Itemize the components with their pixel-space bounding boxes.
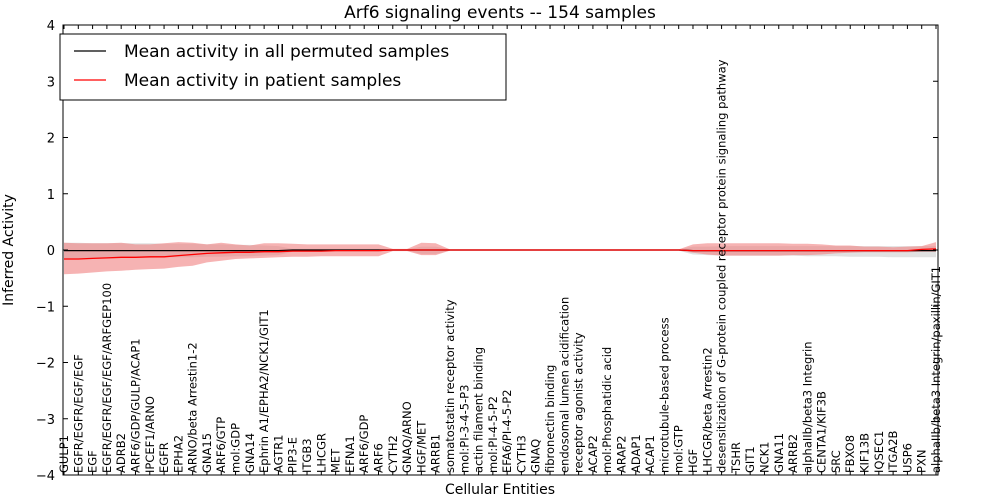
x-tick-label: CYTH2 [386, 435, 400, 473]
line-series-1 [64, 248, 937, 260]
x-tick-label: ARF6/GDP/GULP/ACAP1 [129, 338, 143, 473]
x-tick-label: MET [329, 448, 343, 473]
legend-box [59, 33, 507, 101]
x-tick-label: TSHR [729, 442, 743, 474]
x-tick-label: LHCGR [314, 433, 328, 473]
x-tick-label: ACAP1 [643, 435, 657, 473]
x-tick-label: NCK1 [758, 442, 772, 474]
x-tick-label: AGTR1 [271, 435, 285, 474]
y-tick-label: −1 [36, 300, 55, 315]
x-tick-label: EFNA1 [343, 435, 357, 473]
legend-label-permuted: Mean activity in all permuted samples [124, 42, 449, 62]
x-tick-label: ACAP2 [586, 435, 600, 473]
x-tick-label: mol:PI-3-4-5-P3 [457, 385, 471, 473]
y-tick-label: 4 [47, 19, 55, 34]
x-tick-label: desensitization of G-protein coupled rec… [715, 59, 729, 473]
x-axis: GULP1 EGFR/EGFR/EGF/EGF EGF EGFR/EGFR/EGF/E… [57, 25, 943, 475]
x-tick-label: PIP3-E [286, 437, 300, 473]
x-tick-label: GNA14 [243, 433, 257, 473]
x-tick-label: actin filament binding [472, 347, 486, 473]
x-tick-label: CYTH3 [514, 435, 528, 473]
x-tick-label: ADRB2 [114, 433, 128, 473]
x-tick-label: GNA11 [772, 433, 786, 473]
x-tick-label: IQSEC1 [872, 431, 886, 473]
x-tick-label: mol:PI-4-5-P2 [486, 396, 500, 473]
y-tick-label: 3 [47, 75, 55, 90]
x-tick-label: IPCEF1/ARNO [143, 396, 157, 473]
y-tick-label: 0 [47, 244, 55, 259]
x-tick-label: alphaIIb/beta3 Integrin [800, 341, 814, 473]
x-tick-label: HGF/MET [414, 420, 428, 473]
x-tick-label: mol:Phosphatidic acid [600, 347, 614, 473]
x-tick-label: mol:GDP [229, 423, 243, 473]
y-axis: −4 −3 −2 −1 0 1 2 3 4 [36, 19, 938, 484]
x-tick-label: microtubule-based process [657, 317, 671, 473]
x-tick-label: SRC [829, 450, 843, 473]
x-tick-label: Ephrin A1/EPHA2/NCK1/GIT1 [257, 309, 271, 473]
x-tick-label: ADAP1 [629, 434, 643, 473]
x-tick-label: KIF13B [858, 433, 872, 473]
x-tick-label: alphaIIb/beta3 Integrin/paxillin/GIT1 [929, 266, 943, 473]
x-tick-label: ARF6/GDP [357, 415, 371, 473]
x-tick-label: somatostatin receptor activity [443, 299, 457, 473]
x-tick-label: endosomal lumen acidification [557, 297, 571, 473]
x-tick-label: ARAP2 [615, 435, 629, 473]
x-tick-label: GNAQ/ARNO [400, 401, 414, 473]
y-tick-label: −4 [36, 469, 55, 484]
x-tick-label: GNA15 [200, 433, 214, 473]
chart-title: Arf6 signaling events -- 154 samples [344, 3, 656, 23]
x-tick-label: EGFR/EGFR/EGF/EGF [71, 354, 85, 473]
x-tick-label: GIT1 [743, 446, 757, 473]
x-tick-label: LHCGR/beta Arrestin2 [700, 347, 714, 473]
x-tick-label: EGF [86, 450, 100, 473]
legend: Mean activity in all permuted samples Me… [59, 33, 507, 101]
y-tick-label: 1 [47, 188, 55, 203]
x-axis-title: Cellular Entities [445, 482, 555, 498]
x-tick-label: ITGA2B [886, 430, 900, 473]
series-lines [64, 248, 937, 260]
x-tick-label: USP6 [900, 443, 914, 473]
y-tick-label: 2 [47, 132, 55, 147]
x-tick-label: CENTA1/KIF3B [815, 391, 829, 473]
x-tick-label: EGFR [157, 442, 171, 473]
confidence-bands [64, 242, 936, 275]
x-tick-label: ARRB1 [429, 434, 443, 473]
y-tick-label: −2 [36, 357, 55, 372]
x-tick-label: ARF6/GTP [214, 417, 228, 473]
x-tick-label: PXN [915, 450, 929, 473]
x-tick-label: receptor agonist activity [572, 332, 586, 473]
band-series-1 [64, 242, 936, 275]
x-tick-label: ARF6 [372, 443, 386, 473]
legend-label-patient: Mean activity in patient samples [124, 71, 401, 91]
x-tick-label: GULP1 [57, 435, 71, 473]
x-tick-label: FBXO8 [843, 435, 857, 473]
x-tick-label: ITGB3 [300, 438, 314, 473]
x-tick-label: HGF [686, 449, 700, 473]
y-tick-label: −3 [36, 413, 55, 428]
x-tick-label: ARNO/beta Arrestin1-2 [186, 342, 200, 473]
x-tick-label: EGFR/EGFR/EGF/EGF/ARFGEP100 [100, 283, 114, 473]
x-tick-label: fibronectin binding [543, 365, 557, 473]
x-tick-label: mol:GTP [672, 425, 686, 473]
x-tick-label: EPHA2 [171, 435, 185, 473]
x-tick-label: EFA6/PI-4-5-P2 [500, 389, 514, 473]
x-tick-label: GNAQ [529, 439, 543, 473]
x-tick-label: ARRB2 [786, 434, 800, 473]
y-axis-title: Inferred Activity [1, 194, 17, 306]
